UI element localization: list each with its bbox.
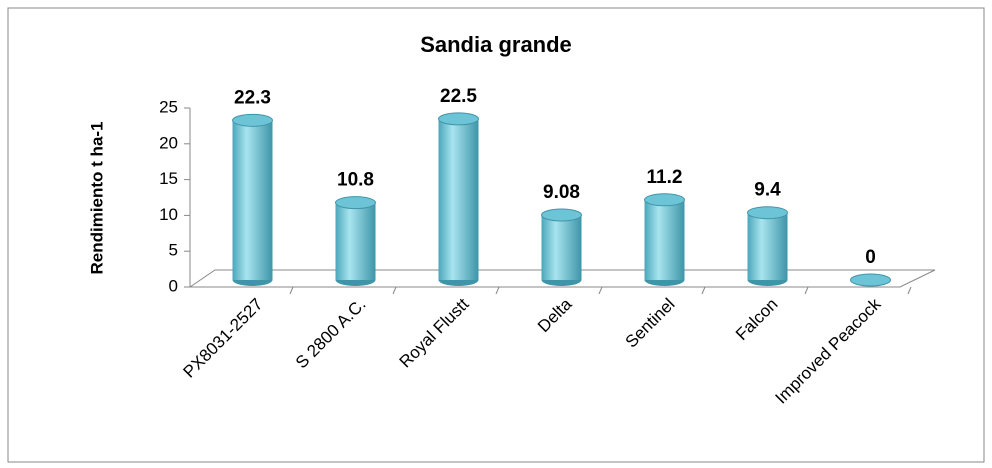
data-label: 9.08 xyxy=(543,182,580,203)
bar-top xyxy=(232,113,273,127)
x-tick xyxy=(392,286,397,295)
x-tick xyxy=(598,286,603,295)
bar xyxy=(541,214,582,280)
bar-top xyxy=(335,196,376,210)
y-axis-label: Rendimiento t ha-1 xyxy=(87,121,106,274)
data-label: 22.3 xyxy=(234,87,271,108)
bar xyxy=(335,202,376,280)
bar-top xyxy=(747,206,788,220)
bar-top xyxy=(438,112,479,126)
bar xyxy=(747,212,788,280)
chart-border xyxy=(7,7,985,463)
y-tick-label: 5 xyxy=(169,241,178,260)
x-tick xyxy=(289,286,294,295)
y-tick-label: 0 xyxy=(169,276,178,295)
x-tick xyxy=(804,286,809,295)
chart-title: Sandia grande xyxy=(420,32,572,57)
data-label: 11.2 xyxy=(647,167,683,188)
bar-top xyxy=(850,273,891,287)
data-label: 22.5 xyxy=(440,86,477,107)
y-tick-label: 10 xyxy=(159,205,178,224)
data-label: 0 xyxy=(865,247,876,268)
data-label: 10.8 xyxy=(337,170,374,191)
bar xyxy=(232,120,273,280)
data-label: 9.4 xyxy=(754,180,781,201)
y-tick-label: 20 xyxy=(159,133,178,152)
y-tick-label: 15 xyxy=(159,169,178,188)
x-tick xyxy=(907,286,912,295)
bar-top xyxy=(644,193,685,207)
bar xyxy=(644,199,685,280)
bar xyxy=(438,118,479,281)
y-tick-label: 25 xyxy=(159,97,178,116)
x-tick xyxy=(495,286,500,295)
bar-top xyxy=(541,208,582,222)
x-tick xyxy=(701,286,706,295)
